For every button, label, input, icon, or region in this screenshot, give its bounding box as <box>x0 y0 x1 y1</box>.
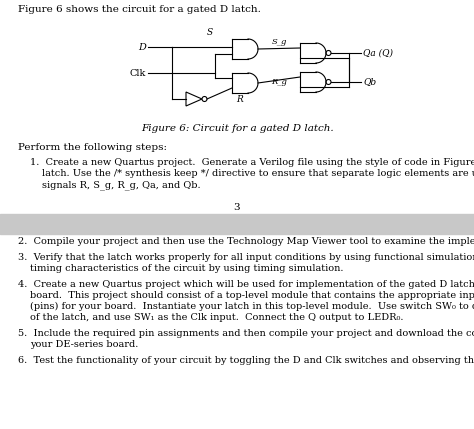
Text: R_g: R_g <box>271 78 287 86</box>
Text: signals R, S_g, R_g, Qa, and Qb.: signals R, S_g, R_g, Qa, and Qb. <box>42 180 201 190</box>
Text: Clk: Clk <box>129 69 146 78</box>
Text: Figure 6: Circuit for a gated D latch.: Figure 6: Circuit for a gated D latch. <box>141 124 333 133</box>
Text: 3: 3 <box>234 203 240 212</box>
Text: (pins) for your board.  Instantiate your latch in this top-level module.  Use sw: (pins) for your board. Instantiate your … <box>30 302 474 311</box>
Text: S: S <box>207 28 213 37</box>
Text: 4.  Create a new Quartus project which will be used for implementation of the ga: 4. Create a new Quartus project which wi… <box>18 280 474 289</box>
Text: Qa (Q): Qa (Q) <box>363 48 393 57</box>
Text: of the latch, and use SW₁ as the Clk input.  Connect the Q output to LEDR₀.: of the latch, and use SW₁ as the Clk inp… <box>30 313 403 322</box>
Text: timing characteristics of the circuit by using timing simulation.: timing characteristics of the circuit by… <box>30 264 344 273</box>
Text: your DE-series board.: your DE-series board. <box>30 340 138 349</box>
Text: S_g: S_g <box>271 38 287 46</box>
Text: R: R <box>237 95 243 104</box>
Text: latch. Use the /* synthesis keep */ directive to ensure that separate logic elem: latch. Use the /* synthesis keep */ dire… <box>42 169 474 178</box>
Bar <box>0 214 474 234</box>
Text: Qb: Qb <box>363 78 376 87</box>
Text: Perform the following steps:: Perform the following steps: <box>18 143 167 152</box>
Text: 6.  Test the functionality of your circuit by toggling the D and Clk switches an: 6. Test the functionality of your circui… <box>18 356 474 365</box>
Text: 2.  Compile your project and then use the Technology Map Viewer tool to examine : 2. Compile your project and then use the… <box>18 237 474 246</box>
Text: 3.  Verify that the latch works properly for all input conditions by using funct: 3. Verify that the latch works properly … <box>18 253 474 262</box>
Text: board.  This project should consist of a top-level module that contains the appr: board. This project should consist of a … <box>30 291 474 300</box>
Text: 5.  Include the required pin assignments and then compile your project and downl: 5. Include the required pin assignments … <box>18 329 474 338</box>
Text: Figure 6 shows the circuit for a gated D latch.: Figure 6 shows the circuit for a gated D… <box>18 5 261 14</box>
Text: D: D <box>138 42 146 51</box>
Text: 1.  Create a new Quartus project.  Generate a Verilog file using the style of co: 1. Create a new Quartus project. Generat… <box>30 158 474 167</box>
